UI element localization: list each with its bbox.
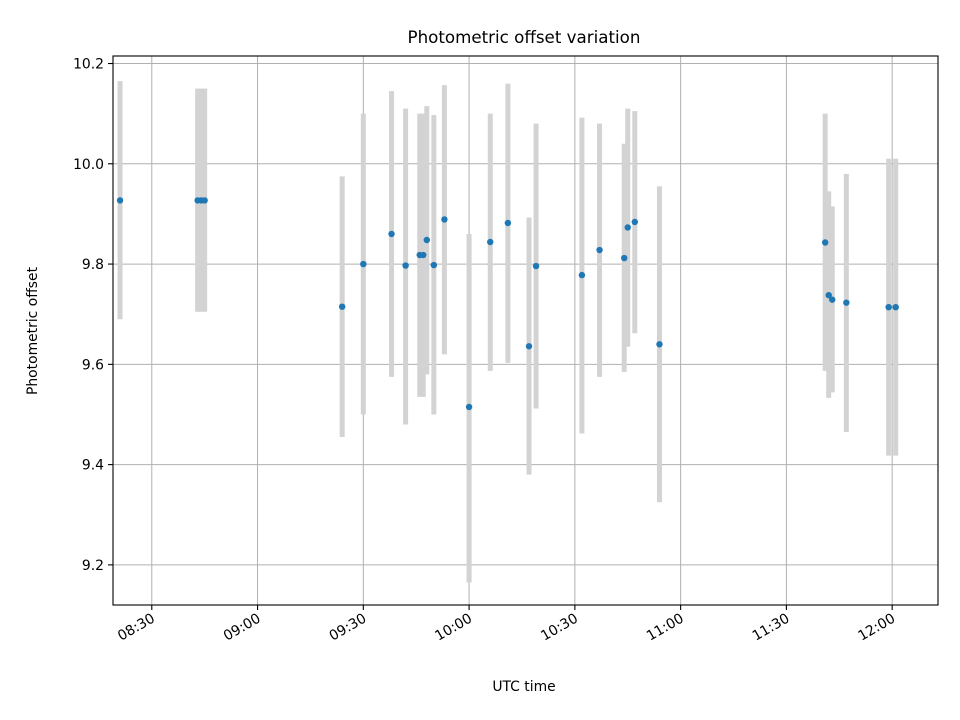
data-point xyxy=(423,236,430,244)
data-point xyxy=(116,197,124,204)
x-axis-label: UTC time xyxy=(492,679,555,695)
data-points xyxy=(116,197,899,411)
data-point xyxy=(525,343,533,350)
data-point xyxy=(338,303,346,310)
data-point xyxy=(596,246,603,254)
data-point xyxy=(504,219,512,227)
y-tick-label: 9.2 xyxy=(82,558,104,574)
data-point xyxy=(578,271,586,279)
data-point xyxy=(201,197,208,204)
data-point xyxy=(430,261,438,269)
data-point xyxy=(825,291,832,299)
data-point xyxy=(885,303,892,311)
y-tick-label: 9.8 xyxy=(82,257,104,273)
y-axis-label: Photometric offset xyxy=(25,266,41,395)
data-point xyxy=(624,224,631,231)
data-point xyxy=(360,260,367,268)
data-point xyxy=(829,296,836,303)
y-tick-label: 10.2 xyxy=(73,57,104,73)
y-tick-label: 9.6 xyxy=(82,357,104,373)
data-point xyxy=(402,262,409,269)
y-tick-label: 9.4 xyxy=(82,458,104,474)
data-point xyxy=(621,254,628,262)
y-tick-label: 10.0 xyxy=(73,157,104,173)
data-point xyxy=(656,341,663,348)
chart-title: Photometric offset variation xyxy=(408,27,641,47)
data-point xyxy=(465,403,473,411)
data-point xyxy=(892,303,899,311)
data-point xyxy=(631,218,638,226)
y-axis-ticks: 9.2 9.4 9.6 9.8 10.0 10.2 xyxy=(73,57,113,574)
grid-lines xyxy=(113,56,938,605)
data-point xyxy=(388,230,395,238)
data-point xyxy=(821,239,829,246)
data-point xyxy=(441,216,448,223)
data-point xyxy=(843,299,850,306)
plot-area-frame xyxy=(112,55,939,606)
data-point xyxy=(487,238,494,246)
data-point xyxy=(532,262,540,270)
data-point xyxy=(420,251,427,259)
